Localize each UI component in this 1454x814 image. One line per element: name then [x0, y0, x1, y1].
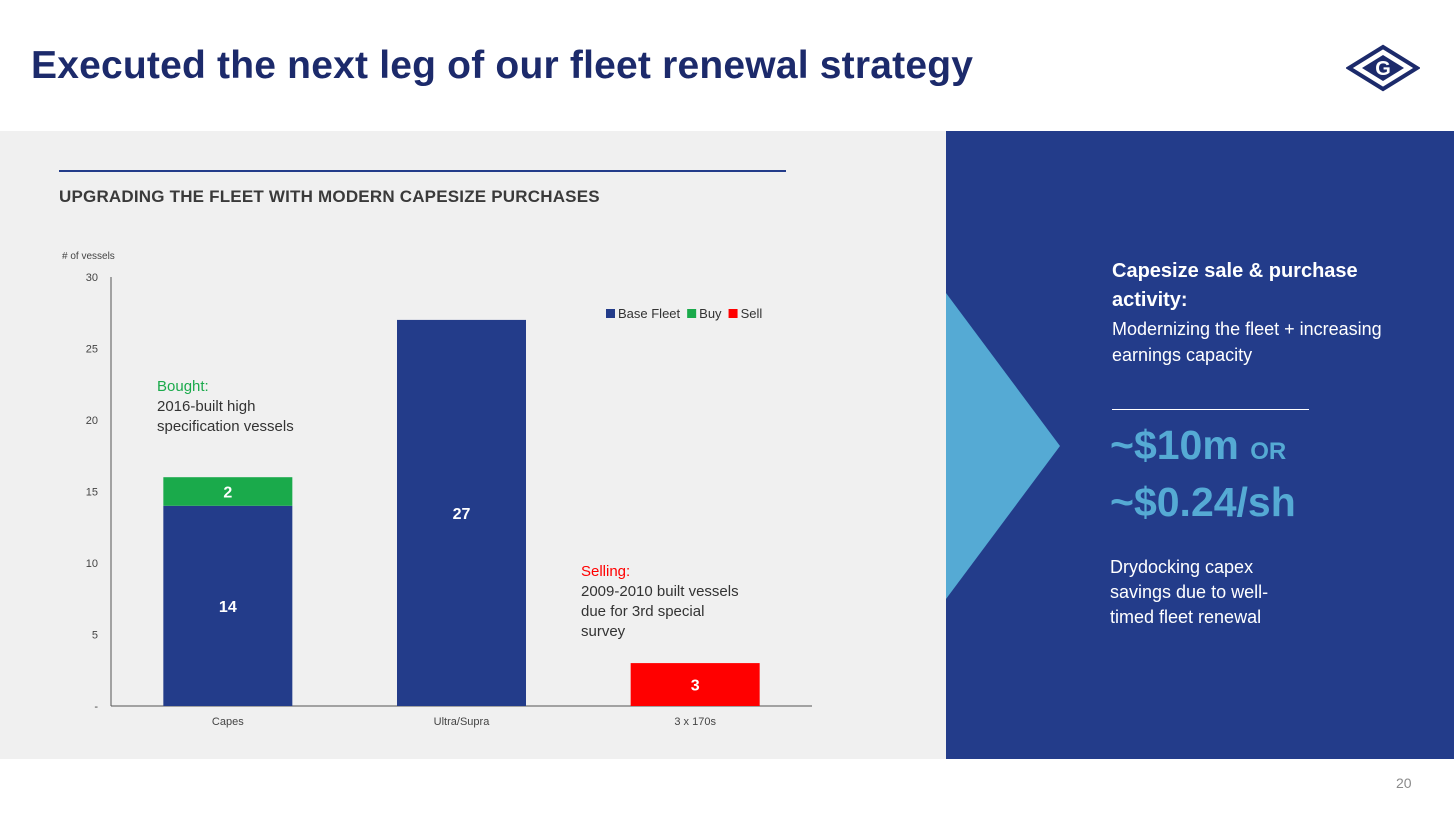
selling-annotation: Selling: 2009-2010 built vessels due for…: [581, 562, 741, 642]
savings-or: OR: [1250, 438, 1287, 465]
y-tick-label: 20: [86, 415, 98, 427]
bought-annotation: Bought: 2016-built high specification ve…: [157, 377, 297, 437]
y-tick-label: 25: [86, 344, 98, 356]
bought-text: 2016-built high specification vessels: [157, 398, 294, 435]
y-tick-label: -: [94, 701, 98, 713]
savings-value: ~$10m OR ~$0.24/sh: [1110, 420, 1296, 528]
bar-data-label: 2: [223, 485, 232, 502]
y-axis-title: # of vessels: [62, 251, 115, 262]
company-logo: G: [1346, 44, 1420, 92]
selling-text: 2009-2010 built vessels due for 3rd spec…: [581, 583, 739, 640]
bar-data-label: 27: [453, 506, 471, 523]
bar-base-fleet: [163, 505, 293, 706]
bought-label: Bought:: [157, 378, 209, 395]
slide-title: Executed the next leg of our fleet renew…: [31, 44, 974, 87]
legend-swatch: [728, 309, 738, 318]
bar-base-fleet: [397, 319, 526, 706]
y-tick-label: 10: [86, 558, 98, 570]
section-rule: [59, 170, 786, 172]
y-tick-label: 15: [86, 487, 98, 499]
legend-swatch: [606, 309, 615, 318]
bar-data-label: 3: [691, 678, 700, 695]
legend-label: Buy: [699, 306, 722, 321]
legend-label: Base Fleet: [618, 306, 681, 321]
x-tick-label: 3 x 170s: [674, 716, 716, 728]
logo-letter: G: [1375, 58, 1391, 80]
section-subtitle: UPGRADING THE FLEET WITH MODERN CAPESIZE…: [59, 187, 600, 206]
y-tick-label: 5: [92, 630, 98, 642]
savings-total: ~$10m: [1110, 422, 1239, 468]
savings-per-share: ~$0.24/sh: [1110, 479, 1296, 525]
legend-label: Sell: [741, 306, 763, 321]
page-number: 20: [1396, 775, 1412, 791]
selling-label: Selling:: [581, 563, 631, 580]
x-tick-label: Ultra/Supra: [434, 716, 491, 728]
summary-subheading: Modernizing the fleet + increasing earni…: [1112, 319, 1382, 365]
summary-heading: Capesize sale & purchase activity:: [1112, 260, 1358, 311]
summary-divider: [1112, 409, 1309, 410]
savings-note: Drydocking capex savings due to well-tim…: [1110, 557, 1269, 627]
fleet-bar-chart: - 5 10 15 20 25 30 # of vessels 14 2 Capes 27 Ultra/…: [62, 251, 812, 728]
bar-sell: [630, 663, 760, 706]
y-tick-label: 30: [86, 272, 98, 284]
bar-data-label: 14: [219, 599, 237, 616]
legend-swatch: [687, 309, 697, 318]
chevron-arrow-icon: [946, 293, 1060, 599]
bar-buy: [163, 477, 293, 506]
x-tick-label: Capes: [212, 716, 244, 728]
